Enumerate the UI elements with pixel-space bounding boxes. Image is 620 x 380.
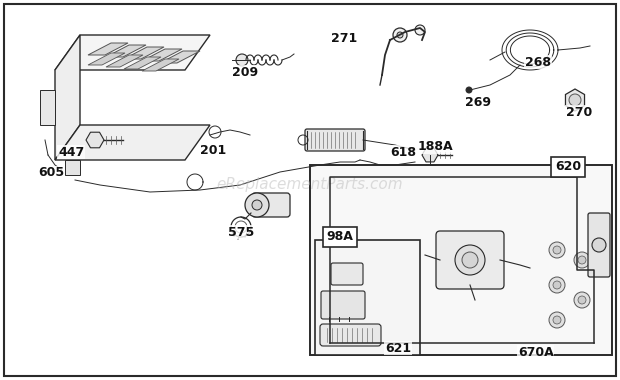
Text: 618: 618 — [390, 146, 416, 158]
Circle shape — [462, 252, 478, 268]
Polygon shape — [40, 90, 55, 125]
Circle shape — [393, 28, 407, 42]
Text: 620: 620 — [555, 160, 581, 174]
Circle shape — [236, 54, 248, 66]
FancyBboxPatch shape — [305, 129, 365, 151]
Circle shape — [397, 32, 403, 38]
Circle shape — [574, 292, 590, 308]
Text: 447: 447 — [58, 146, 84, 158]
Polygon shape — [124, 47, 164, 59]
Polygon shape — [55, 125, 210, 160]
Circle shape — [466, 87, 472, 93]
Polygon shape — [86, 132, 104, 148]
Circle shape — [553, 246, 561, 254]
Text: 670A: 670A — [518, 345, 554, 358]
Circle shape — [549, 312, 565, 328]
FancyBboxPatch shape — [320, 324, 381, 346]
Text: 605: 605 — [38, 166, 64, 179]
Circle shape — [553, 281, 561, 289]
FancyBboxPatch shape — [331, 263, 363, 285]
Text: eReplacementParts.com: eReplacementParts.com — [216, 177, 404, 193]
FancyBboxPatch shape — [436, 231, 504, 289]
Circle shape — [574, 252, 590, 268]
FancyBboxPatch shape — [252, 193, 290, 217]
Circle shape — [252, 200, 262, 210]
Bar — [315, 240, 420, 355]
Text: 201: 201 — [200, 144, 226, 157]
Circle shape — [549, 242, 565, 258]
Polygon shape — [565, 89, 585, 111]
Circle shape — [569, 94, 581, 106]
Polygon shape — [65, 160, 80, 175]
Circle shape — [549, 277, 565, 293]
FancyBboxPatch shape — [321, 291, 365, 319]
Text: 269: 269 — [465, 95, 491, 109]
Polygon shape — [160, 51, 200, 63]
Polygon shape — [422, 148, 438, 162]
Circle shape — [578, 256, 586, 264]
Text: 270: 270 — [566, 106, 592, 119]
Polygon shape — [106, 45, 146, 57]
Polygon shape — [55, 35, 210, 70]
Circle shape — [553, 316, 561, 324]
Text: 188A: 188A — [418, 141, 454, 154]
Text: 271: 271 — [331, 32, 357, 44]
Circle shape — [245, 193, 269, 217]
Polygon shape — [124, 57, 161, 69]
Text: 621: 621 — [385, 342, 411, 355]
Circle shape — [578, 296, 586, 304]
Polygon shape — [88, 43, 128, 55]
Circle shape — [415, 25, 425, 35]
FancyBboxPatch shape — [588, 213, 610, 277]
Text: 209: 209 — [232, 65, 258, 79]
Text: 268: 268 — [525, 55, 551, 68]
Circle shape — [455, 245, 485, 275]
Polygon shape — [142, 59, 179, 71]
Circle shape — [592, 238, 606, 252]
Text: 98A: 98A — [327, 231, 353, 244]
Polygon shape — [55, 35, 80, 160]
Text: 575: 575 — [228, 225, 254, 239]
Polygon shape — [142, 49, 182, 61]
Polygon shape — [88, 53, 125, 65]
Polygon shape — [106, 55, 143, 67]
Bar — [310, 165, 612, 355]
